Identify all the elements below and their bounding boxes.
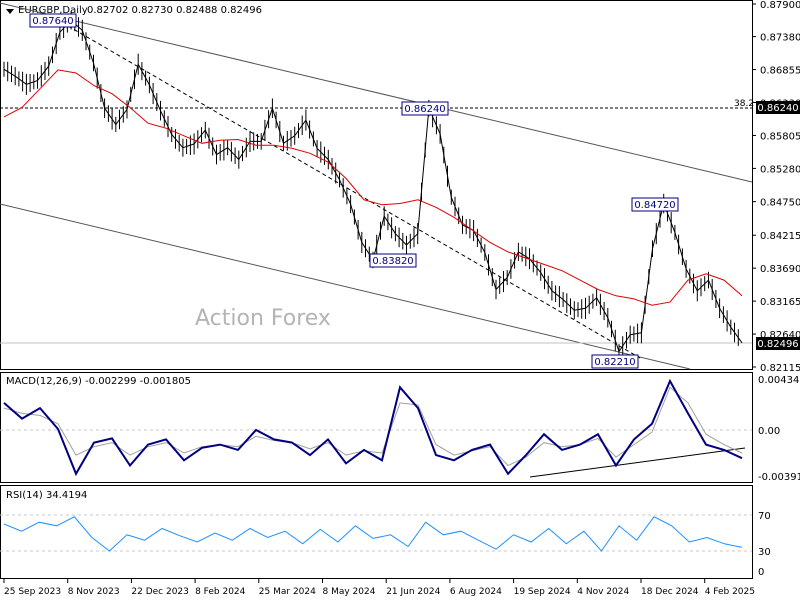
annotation-0.86240: 0.86240 xyxy=(401,101,449,116)
macd-tick-bottom: -0.003916 xyxy=(758,472,800,483)
channel-upper-line xyxy=(0,2,753,183)
price-ytick-label: 0.87900 xyxy=(760,0,800,11)
price-ytick-label: 0.87380 xyxy=(760,33,800,44)
price-series xyxy=(3,19,743,353)
date-tick-label: 8 Nov 2023 xyxy=(68,587,120,597)
svg-text:0.86240: 0.86240 xyxy=(757,103,798,114)
channel-lower-line xyxy=(0,203,691,370)
rsi-tick-0: 0 xyxy=(758,567,764,578)
date-tick-label: 4 Feb 2025 xyxy=(705,587,755,597)
date-tick-label: 4 Nov 2024 xyxy=(577,587,629,597)
last-price-box: 0.82496 xyxy=(756,337,800,350)
date-tick-label: 6 Aug 2024 xyxy=(450,587,502,597)
price-ytick-label: 0.83690 xyxy=(760,264,800,275)
date-tick-label: 8 Feb 2024 xyxy=(195,587,246,597)
level-label-box: 0.86240 xyxy=(756,101,800,114)
moving-average-series xyxy=(3,69,743,306)
annotation-0.87640: 0.87640 xyxy=(29,13,77,28)
watermark: Action Forex xyxy=(195,306,331,331)
price-ytick-label: 0.86855 xyxy=(760,66,800,77)
date-x-axis: 25 Sep 2023 8 Nov 2023 22 Dec 2023 8 Feb 20… xyxy=(3,579,755,597)
svg-text:0.82210: 0.82210 xyxy=(594,357,635,368)
macd-tick-top: 0.004341 xyxy=(758,375,800,386)
date-tick-label: 18 Dec 2024 xyxy=(641,587,699,597)
macd-trend-line xyxy=(529,447,746,478)
price-y-axis: 0.879000.873800.868550.863300.858050.852… xyxy=(752,0,800,374)
price-ytick-label: 0.85280 xyxy=(760,164,800,175)
annotation-0.82210: 0.82210 xyxy=(591,354,639,369)
macd-panel-frame xyxy=(0,372,753,483)
svg-text:0.86240: 0.86240 xyxy=(404,104,445,115)
svg-text:0.82496: 0.82496 xyxy=(757,339,798,350)
svg-text:0.84720: 0.84720 xyxy=(634,200,675,211)
price-ytick-label: 0.83165 xyxy=(760,297,800,308)
macd-tick-zero: 0.00 xyxy=(758,426,780,437)
macd-series xyxy=(3,378,743,477)
rsi-tick-30: 30 xyxy=(758,547,771,558)
price-ytick-label: 0.85805 xyxy=(760,131,800,142)
price-ytick-label: 0.84215 xyxy=(760,231,800,242)
date-tick-label: 25 Sep 2023 xyxy=(4,587,61,597)
svg-text:0.87640: 0.87640 xyxy=(32,16,73,27)
price-ytick-label: 0.82640 xyxy=(760,330,800,341)
rsi-tick-70: 70 xyxy=(758,511,771,522)
price-ytick-label: 0.84750 xyxy=(760,198,800,209)
price-ytick-label: 0.82115 xyxy=(760,363,800,374)
annotation-0.84720: 0.84720 xyxy=(631,197,679,212)
chart-ohlc: 0.82702 0.82730 0.82488 0.82496 xyxy=(87,5,262,16)
chart-symbol: EURGBP,Daily xyxy=(18,5,88,16)
rsi-series xyxy=(3,516,743,552)
collapse-triangle-icon[interactable] xyxy=(6,9,14,14)
date-tick-label: 21 Jun 2024 xyxy=(386,587,440,597)
macd-title: MACD(12,26,9) -0.002299 -0.001805 xyxy=(6,376,191,387)
rsi-title: RSI(14) 34.4194 xyxy=(6,490,87,501)
fib-level-label: 38.2 xyxy=(734,99,754,109)
rsi-panel-frame xyxy=(0,485,753,579)
date-tick-label: 19 Sep 2024 xyxy=(514,587,571,597)
price-bars xyxy=(3,11,739,360)
date-tick-label: 22 Dec 2023 xyxy=(131,587,189,597)
annotation-0.83820: 0.83820 xyxy=(369,253,417,268)
dashed-trend-line xyxy=(55,18,641,359)
date-tick-label: 25 Mar 2024 xyxy=(259,587,316,597)
price-panel-frame xyxy=(0,0,753,370)
macd-signal-series xyxy=(3,386,743,467)
date-tick-label: 8 May 2024 xyxy=(323,587,376,597)
svg-text:0.83820: 0.83820 xyxy=(372,256,413,267)
